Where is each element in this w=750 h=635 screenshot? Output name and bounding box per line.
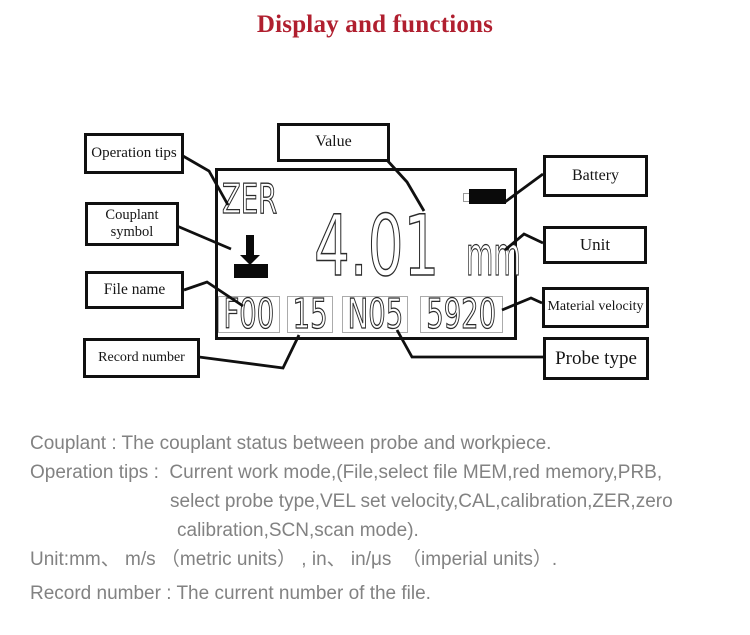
lcd-material-velocity-text: 5920 (426, 290, 497, 338)
callout-material-velocity: Material velocity (542, 287, 649, 328)
callout-probe-type: Probe type (543, 337, 649, 380)
lcd-probe-type-field: N05 (342, 290, 408, 338)
desc-record-number: Record number : The current number of th… (30, 583, 431, 604)
lcd-file-name-field: F00 (218, 290, 280, 338)
callout-record-number: Record number (83, 338, 200, 378)
lcd-file-name-text: F00 (223, 290, 275, 338)
lcd-record-number-text: 15 (292, 290, 328, 338)
lcd-display: ZER 4.01 mm F00 15 N05 5920 (215, 168, 521, 340)
lcd-probe-type-text: N05 (347, 290, 403, 338)
callout-battery: Battery (543, 155, 648, 197)
page-title: Display and functions (256, 11, 494, 38)
lcd-record-number-field: 15 (287, 290, 333, 338)
callout-unit: Unit (543, 226, 647, 264)
description-block: Couplant : The couplant status between p… (30, 429, 745, 608)
lcd-material-velocity-field: 5920 (420, 290, 503, 338)
lcd-value-text: 4.01 (313, 197, 440, 295)
desc-unit: Unit:mm、 m/s （metric units） , in、 in/μs … (30, 549, 558, 570)
callout-file-name: File name (85, 271, 184, 309)
battery-body (469, 189, 506, 204)
desc-operation-tips-cont1: select probe type,VEL set velocity,CAL,c… (170, 491, 673, 512)
callout-value: Value (277, 123, 390, 162)
desc-operation-tips-cont2: calibration,SCN,scan mode). (177, 520, 419, 541)
callout-couplant-symbol: Couplant symbol (85, 202, 179, 246)
callout-operation-tips: Operation tips (84, 133, 184, 174)
couplant-icon (234, 235, 268, 278)
desc-couplant: Couplant : The couplant status between p… (30, 433, 552, 454)
lcd-unit-text: mm (466, 225, 521, 288)
lcd-mode-text: ZER (222, 175, 278, 223)
desc-operation-tips: Operation tips : Current work mode,(File… (30, 462, 663, 483)
